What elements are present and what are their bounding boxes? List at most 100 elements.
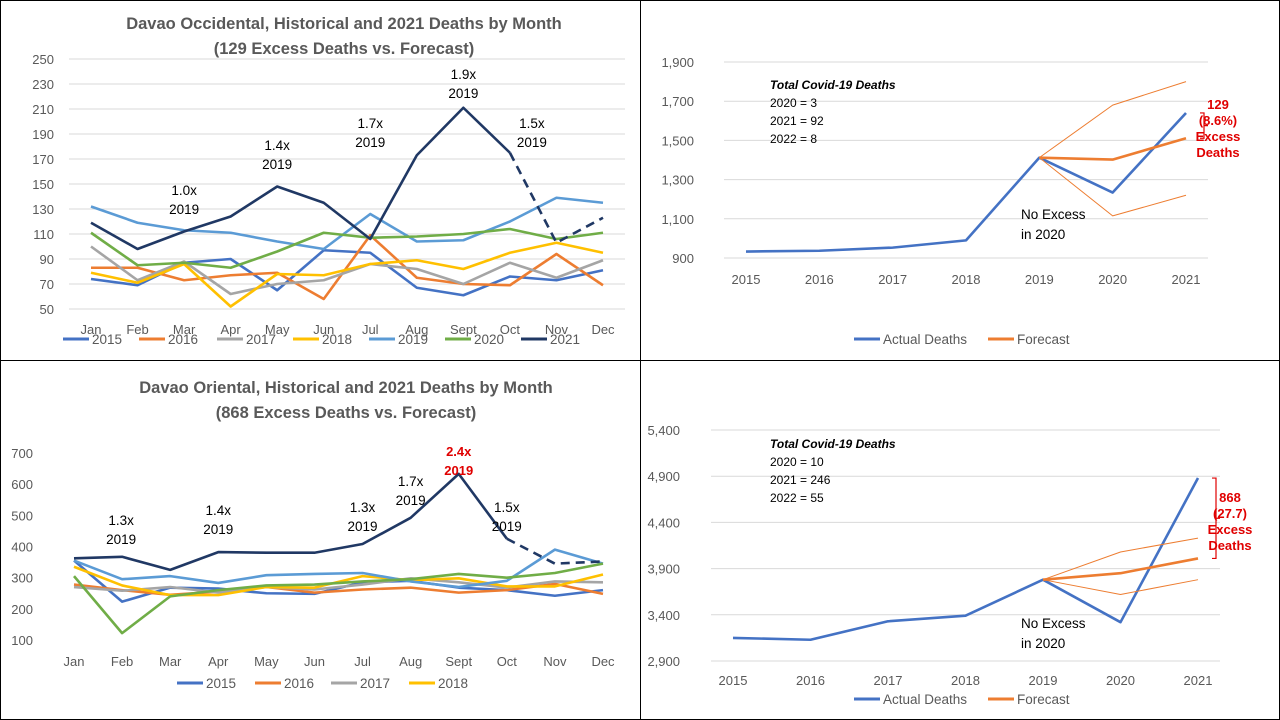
series-line-2016 — [91, 233, 604, 301]
y-tick-label: 3,900 — [647, 562, 680, 577]
x-tick-label: 2021 — [1184, 673, 1213, 688]
y-tick-label: 1,700 — [661, 94, 694, 109]
x-tick-label: 2015 — [732, 272, 761, 287]
series-line-upper-bound — [1039, 81, 1187, 159]
excess-label-line-4: Deaths — [1196, 145, 1239, 160]
chart-davao-occidental-forecast: Davao Occidental, Historical Deaths, For… — [640, 0, 1280, 361]
series-line-2020 — [73, 562, 604, 635]
y-tick-label: 70 — [40, 277, 54, 292]
legend-label-2016: 2016 — [284, 676, 314, 691]
y-tick-label: 200 — [11, 602, 33, 617]
series-line-2021 — [73, 472, 508, 572]
x-tick-label: 2020 — [1106, 673, 1135, 688]
no-excess-line-2: in 2020 — [1021, 636, 1065, 651]
x-tick-label: May — [254, 654, 279, 669]
y-tick-label: 1,900 — [661, 55, 694, 70]
no-excess-line-1: No Excess — [1021, 207, 1086, 222]
x-tick-label: Feb — [111, 654, 133, 669]
chart-svg-oriental-monthly: Davao Oriental, Historical and 2021 Deat… — [11, 379, 615, 691]
y-tick-label: 700 — [11, 446, 33, 461]
x-tick-label: 2017 — [878, 272, 907, 287]
covid-deaths-line-2: 2021 = 246 — [770, 473, 831, 487]
x-tick-label: Aug — [399, 654, 422, 669]
covid-deaths-line-3: 2022 = 8 — [770, 132, 817, 146]
y-tick-label: 250 — [32, 52, 54, 67]
annotation-aug-line-2: 2019 — [396, 493, 426, 508]
covid-deaths-heading: Total Covid-19 Deaths — [770, 78, 896, 92]
excess-label-line-3: Excess — [1208, 522, 1253, 537]
legend-label-2015: 2015 — [92, 332, 122, 347]
y-tick-label: 230 — [32, 77, 54, 92]
x-tick-label: Sept — [445, 654, 472, 669]
annotation-jul-line-1: 1.7x — [358, 116, 384, 131]
legend-label-2017: 2017 — [246, 332, 276, 347]
legend-label-2020: 2020 — [474, 332, 504, 347]
legend-label-forecast: Forecast — [1017, 332, 1070, 347]
y-tick-label: 600 — [11, 477, 33, 492]
y-tick-label: 5,400 — [647, 423, 680, 438]
x-tick-label: May — [265, 322, 290, 337]
covid-deaths-line-2: 2021 = 92 — [770, 114, 824, 128]
x-tick-label: Jul — [354, 654, 371, 669]
x-tick-label: Apr — [221, 322, 242, 337]
chart-title-line-1: Davao Oriental, Historical and 2021 Deat… — [139, 379, 553, 397]
excess-label-line-1: 129 — [1207, 97, 1229, 112]
excess-bracket — [1200, 112, 1208, 139]
y-tick-label: 100 — [11, 633, 33, 648]
y-tick-label: 210 — [32, 102, 54, 117]
y-tick-label: 500 — [11, 508, 33, 523]
x-tick-label: Oct — [500, 322, 521, 337]
annotation-feb-line-2: 2019 — [106, 532, 136, 547]
annotation-may-line-1: 1.4x — [264, 138, 290, 153]
series-line-actual-deaths — [732, 477, 1200, 642]
chart-title-line-2: (129 Excess Deaths vs. Forecast) — [214, 40, 474, 58]
no-excess-line-1: No Excess — [1021, 616, 1086, 631]
y-tick-label: 1,300 — [661, 173, 694, 188]
x-tick-label: Jun — [313, 322, 334, 337]
excess-label-line-3: Excess — [1196, 129, 1241, 144]
annotation-may-line-2: 2019 — [262, 157, 292, 172]
chart-svg-occidental-monthly: Davao Occidental, Historical and 2021 De… — [32, 15, 625, 347]
annotation-oct-line-2: 2019 — [492, 519, 522, 534]
legend-label-2018: 2018 — [322, 332, 352, 347]
chart-davao-oriental-forecast: Davao Oriental, Historical Deaths, Forec… — [640, 360, 1280, 720]
annotation-sept-line-1: 2.4x — [446, 444, 472, 459]
x-tick-label: Feb — [126, 322, 148, 337]
series-line-forecast — [1039, 136, 1187, 161]
x-tick-label: 2019 — [1025, 272, 1054, 287]
y-tick-label: 130 — [32, 202, 54, 217]
x-tick-label: Apr — [208, 654, 229, 669]
chart-svg-occidental-forecast: Davao Occidental, Historical Deaths, For… — [661, 55, 1241, 347]
series-line-2021-projected — [508, 152, 604, 245]
x-tick-label: Dec — [591, 322, 615, 337]
series-line-2021-projected — [506, 537, 604, 565]
series-line-2020 — [90, 227, 604, 270]
annotation-jul-line-2: 2019 — [355, 135, 385, 150]
x-tick-label: Mar — [159, 654, 182, 669]
x-tick-label: 2016 — [796, 673, 825, 688]
annotation-oct-line-1: 1.5x — [494, 500, 520, 515]
covid-deaths-line-3: 2022 = 55 — [770, 491, 824, 505]
x-tick-label: Oct — [497, 654, 518, 669]
excess-bracket — [1212, 477, 1220, 560]
x-tick-label: 2018 — [952, 272, 981, 287]
legend-label-2019: 2019 — [398, 332, 428, 347]
annotation-aug-line-1: 1.7x — [398, 474, 424, 489]
x-tick-label: Jul — [362, 322, 379, 337]
legend-label-actual-deaths: Actual Deaths — [883, 692, 967, 707]
y-tick-label: 190 — [32, 127, 54, 142]
chart-svg-oriental-forecast: Davao Oriental, Historical Deaths, Forec… — [647, 423, 1253, 707]
x-tick-label: Nov — [545, 322, 569, 337]
annotation-jul-line-1: 1.3x — [350, 500, 376, 515]
x-tick-label: Aug — [405, 322, 428, 337]
y-tick-label: 110 — [33, 227, 54, 242]
y-tick-label: 4,900 — [647, 469, 680, 484]
annotation-mar-line-2: 2019 — [169, 202, 199, 217]
y-tick-label: 1,100 — [661, 212, 694, 227]
series-line-2017 — [90, 245, 604, 296]
series-line-forecast — [1042, 557, 1199, 581]
legend-label-2017: 2017 — [360, 676, 390, 691]
excess-label-line-2: (27.7) — [1213, 506, 1247, 521]
y-tick-label: 300 — [11, 571, 33, 586]
chart-title-line-2: (868 Excess Deaths vs. Forecast) — [216, 404, 476, 422]
